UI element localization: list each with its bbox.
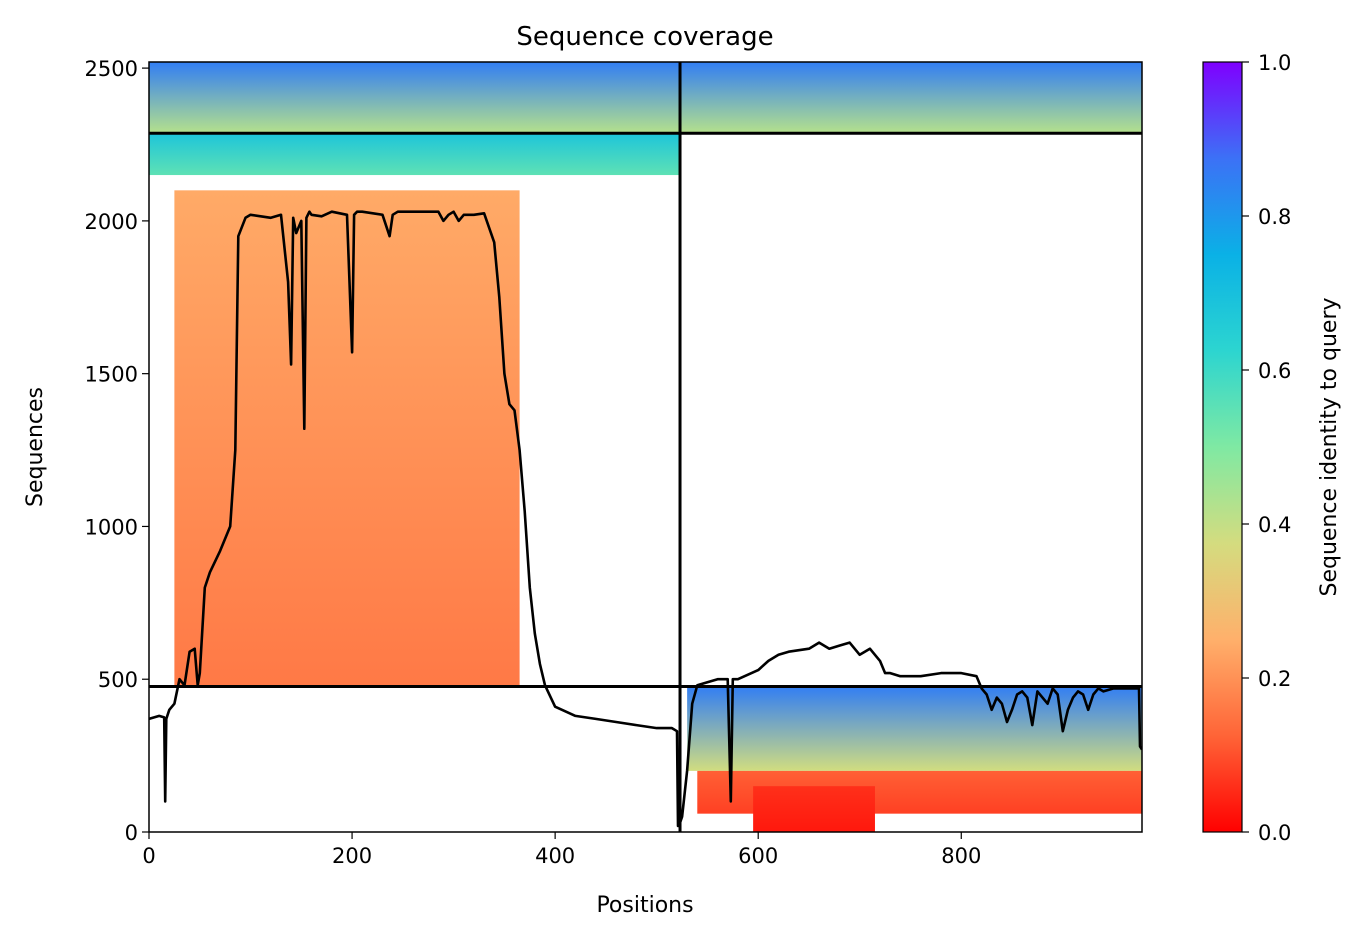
y-tick-label: 0 [125, 821, 138, 845]
x-axis-ticks: 0 200 400 600 800 [142, 832, 981, 868]
x-tick-label: 0 [142, 844, 155, 868]
coverage-line [149, 210, 1142, 828]
coverage-block [149, 133, 681, 176]
y-tick-label: 2500 [85, 57, 138, 81]
plot-frame [148, 61, 1143, 833]
x-tick-label: 800 [941, 844, 981, 868]
y-axis-label: Sequences [23, 387, 48, 507]
colorbar-label: Sequence identity to query [1317, 297, 1342, 596]
colorbar-tick-label: 0.2 [1258, 667, 1291, 691]
segment-divider-lines [149, 62, 1142, 832]
colorbar-tick-label: 0.0 [1258, 821, 1291, 845]
y-tick-label: 500 [98, 668, 138, 692]
colorbar-tick-label: 0.8 [1258, 205, 1291, 229]
coverage-block [680, 62, 1142, 134]
coverage-block [149, 62, 681, 134]
x-axis-label: Positions [596, 893, 693, 918]
colorbar-ticks: 0.0 0.2 0.4 0.6 0.8 1.0 [1242, 51, 1291, 845]
coverage-block [753, 786, 875, 832]
colorbar [1202, 61, 1243, 833]
x-tick-label: 200 [332, 844, 372, 868]
colorbar-tick-label: 0.4 [1258, 513, 1291, 537]
chart-title: Sequence coverage [516, 22, 773, 52]
coverage-block [687, 686, 1142, 771]
y-axis-ticks: 0 500 1000 1500 2000 2500 [85, 57, 149, 845]
y-tick-label: 1000 [85, 515, 138, 539]
colorbar-tick-label: 1.0 [1258, 51, 1291, 75]
y-tick-label: 2000 [85, 210, 138, 234]
coverage-heatmap [149, 62, 1142, 832]
x-tick-label: 600 [738, 844, 778, 868]
colorbar-tick-label: 0.6 [1258, 359, 1291, 383]
coverage-line-layer [149, 210, 1142, 828]
x-tick-label: 400 [535, 844, 575, 868]
y-tick-label: 1500 [85, 363, 138, 387]
coverage-block [174, 190, 520, 687]
